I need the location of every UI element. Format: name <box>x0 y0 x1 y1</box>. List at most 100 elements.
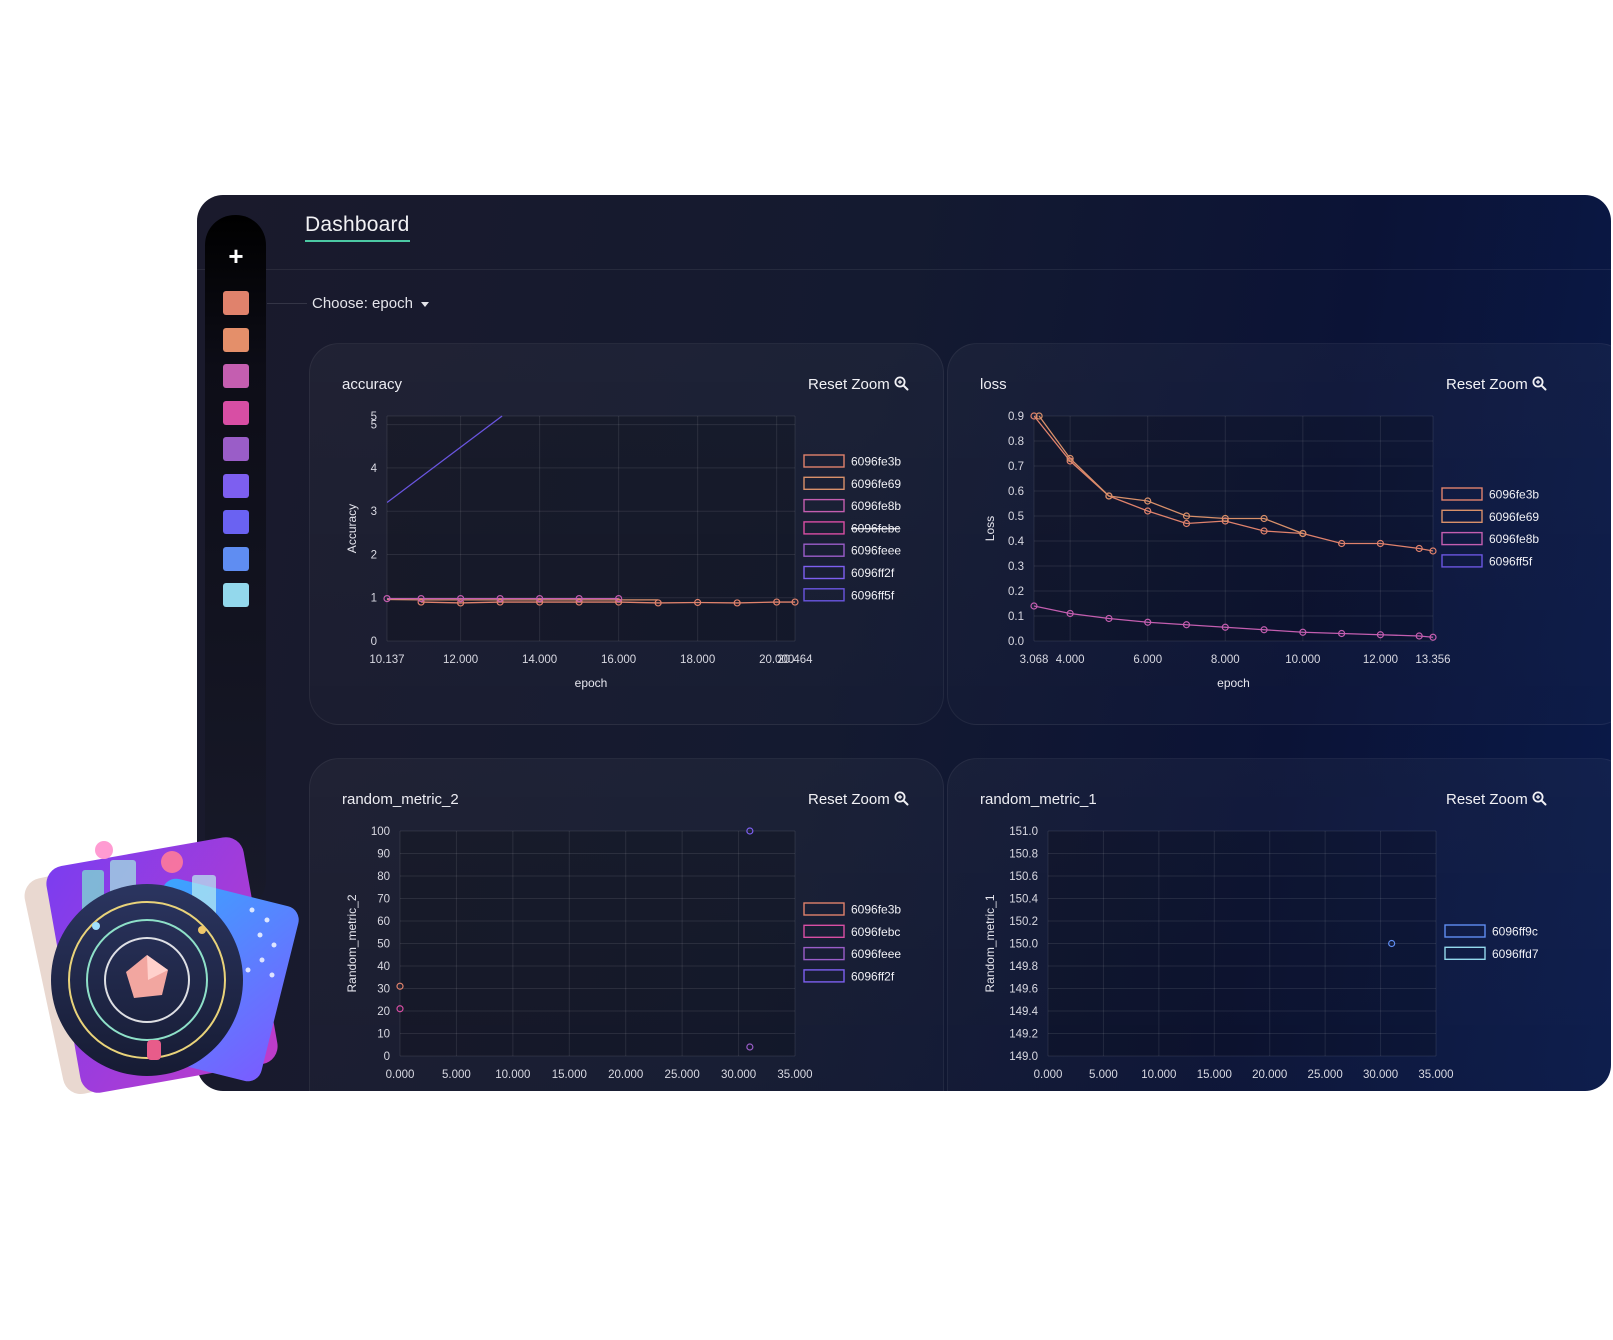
chart-card-random-metric-2: random_metric_2 Reset Zoom 0 10 20 30 40 50 60 70… <box>309 758 944 1091</box>
sidebar: + <box>205 215 266 910</box>
sidebar-swatch-4[interactable] <box>223 400 249 425</box>
data-point[interactable] <box>694 598 702 607</box>
data-point[interactable] <box>1144 618 1152 626</box>
sidebar-swatch-3[interactable] <box>223 364 249 388</box>
legend-swatch <box>803 924 845 939</box>
data-point[interactable] <box>1105 492 1113 500</box>
legend-item[interactable]: 6096feee <box>803 543 901 558</box>
data-point[interactable] <box>396 982 404 990</box>
data-point[interactable] <box>1376 631 1385 639</box>
data-point[interactable] <box>396 1005 404 1013</box>
data-point[interactable] <box>1221 517 1229 525</box>
legend-item[interactable]: 6096ff5f <box>803 588 895 602</box>
legend-item[interactable]: 6096feee <box>803 946 901 961</box>
plot-area <box>1034 416 1433 641</box>
data-point[interactable] <box>575 598 583 606</box>
legend-label: 6096ffd7 <box>1492 947 1539 961</box>
legend-item[interactable]: 6096ff9c <box>1444 924 1538 939</box>
data-point[interactable] <box>383 594 391 603</box>
data-point[interactable] <box>1415 544 1423 553</box>
legend-item[interactable]: 6096ff5f <box>1441 554 1533 568</box>
data-point[interactable] <box>1035 412 1043 420</box>
data-point[interactable] <box>536 598 544 606</box>
legend-item[interactable]: 6096fe3b <box>803 902 901 917</box>
legend-item[interactable]: 6096ffd7 <box>1444 946 1539 961</box>
y-tick-label: 150.4 <box>1009 894 1038 906</box>
data-point[interactable] <box>1066 457 1074 465</box>
data-point[interactable] <box>496 594 504 603</box>
data-point[interactable] <box>1182 512 1191 520</box>
data-point[interactable] <box>496 598 504 606</box>
x-tick-label: 12.000 <box>1363 654 1398 666</box>
data-point[interactable] <box>1299 628 1307 636</box>
data-point[interactable] <box>1429 633 1437 641</box>
data-point[interactable] <box>457 594 465 603</box>
data-point[interactable] <box>417 598 425 606</box>
data-point[interactable] <box>1221 623 1229 631</box>
data-point[interactable] <box>1105 614 1113 623</box>
reset-zoom-button[interactable]: Reset Zoom <box>808 791 909 808</box>
sidebar-swatch-5[interactable] <box>223 437 249 461</box>
sidebar-swatch-9[interactable] <box>223 583 249 607</box>
data-point[interactable] <box>1260 527 1268 535</box>
data-point[interactable] <box>1066 609 1074 618</box>
data-point[interactable] <box>615 594 623 603</box>
legend-item[interactable]: 6096fe3b <box>1441 487 1539 502</box>
y-tick-label: 2 <box>371 549 377 561</box>
legend-item[interactable]: 6096fe8b <box>803 498 901 513</box>
reset-zoom-button[interactable]: Reset Zoom <box>1446 791 1547 808</box>
data-point[interactable] <box>733 599 741 607</box>
legend-item[interactable]: 6096febc <box>803 521 900 535</box>
plus-icon[interactable]: + <box>228 241 244 271</box>
chart-title: accuracy <box>342 376 403 393</box>
data-point[interactable] <box>1260 626 1268 634</box>
legend-swatch <box>1444 946 1486 961</box>
legend-item[interactable]: 6096fe69 <box>803 476 901 491</box>
legend-item[interactable]: 6096ff2f <box>803 565 895 580</box>
data-point[interactable] <box>1415 632 1423 640</box>
data-point[interactable] <box>654 599 662 607</box>
data-point[interactable] <box>1144 507 1152 515</box>
data-point[interactable] <box>1299 529 1307 538</box>
metric-axis-selector[interactable]: Choose: epoch <box>312 295 429 312</box>
data-point[interactable] <box>575 594 583 603</box>
data-point[interactable] <box>791 598 799 606</box>
legend-item[interactable]: 6096febc <box>803 924 900 939</box>
legend-item[interactable]: 6096ff2f <box>803 969 895 983</box>
legend-swatch <box>803 543 845 557</box>
data-point[interactable] <box>536 594 544 603</box>
data-point[interactable] <box>1388 939 1396 948</box>
sidebar-swatch-8[interactable] <box>223 546 249 571</box>
data-point[interactable] <box>746 827 754 835</box>
sidebar-swatch-7[interactable] <box>223 510 249 534</box>
sidebar-swatch-2[interactable] <box>223 327 249 352</box>
reset-zoom-button[interactable]: Reset Zoom <box>808 376 909 393</box>
data-point[interactable] <box>1429 547 1437 555</box>
data-point[interactable] <box>417 594 425 603</box>
legend-label: 6096fe3b <box>851 455 901 469</box>
data-point[interactable] <box>615 598 623 606</box>
data-point[interactable] <box>1182 621 1191 629</box>
data-point[interactable] <box>457 599 465 607</box>
reset-zoom-button[interactable]: Reset Zoom <box>1446 376 1547 393</box>
data-point[interactable] <box>1030 602 1038 610</box>
data-point[interactable] <box>746 1043 754 1051</box>
data-point[interactable] <box>1376 539 1385 548</box>
y-tick-label: 3 <box>371 506 377 518</box>
x-tick-label: 20.464 <box>777 654 813 666</box>
data-point[interactable] <box>1030 412 1038 420</box>
legend-item[interactable]: 6096fe8b <box>1441 531 1539 546</box>
sidebar-swatch-1[interactable] <box>223 291 249 315</box>
data-point[interactable] <box>1338 539 1346 548</box>
data-point[interactable] <box>1338 629 1346 638</box>
data-point[interactable] <box>1066 454 1074 463</box>
decorative-illustration <box>22 830 302 1130</box>
legend-item[interactable]: 6096fe3b <box>803 454 901 469</box>
data-point[interactable] <box>1260 514 1268 523</box>
sidebar-swatch-6[interactable] <box>223 473 249 498</box>
data-point[interactable] <box>1182 519 1191 528</box>
data-point[interactable] <box>1144 497 1152 505</box>
data-point[interactable] <box>773 598 781 606</box>
legend-item[interactable]: 6096fe69 <box>1441 509 1539 524</box>
data-point[interactable] <box>1221 514 1229 523</box>
